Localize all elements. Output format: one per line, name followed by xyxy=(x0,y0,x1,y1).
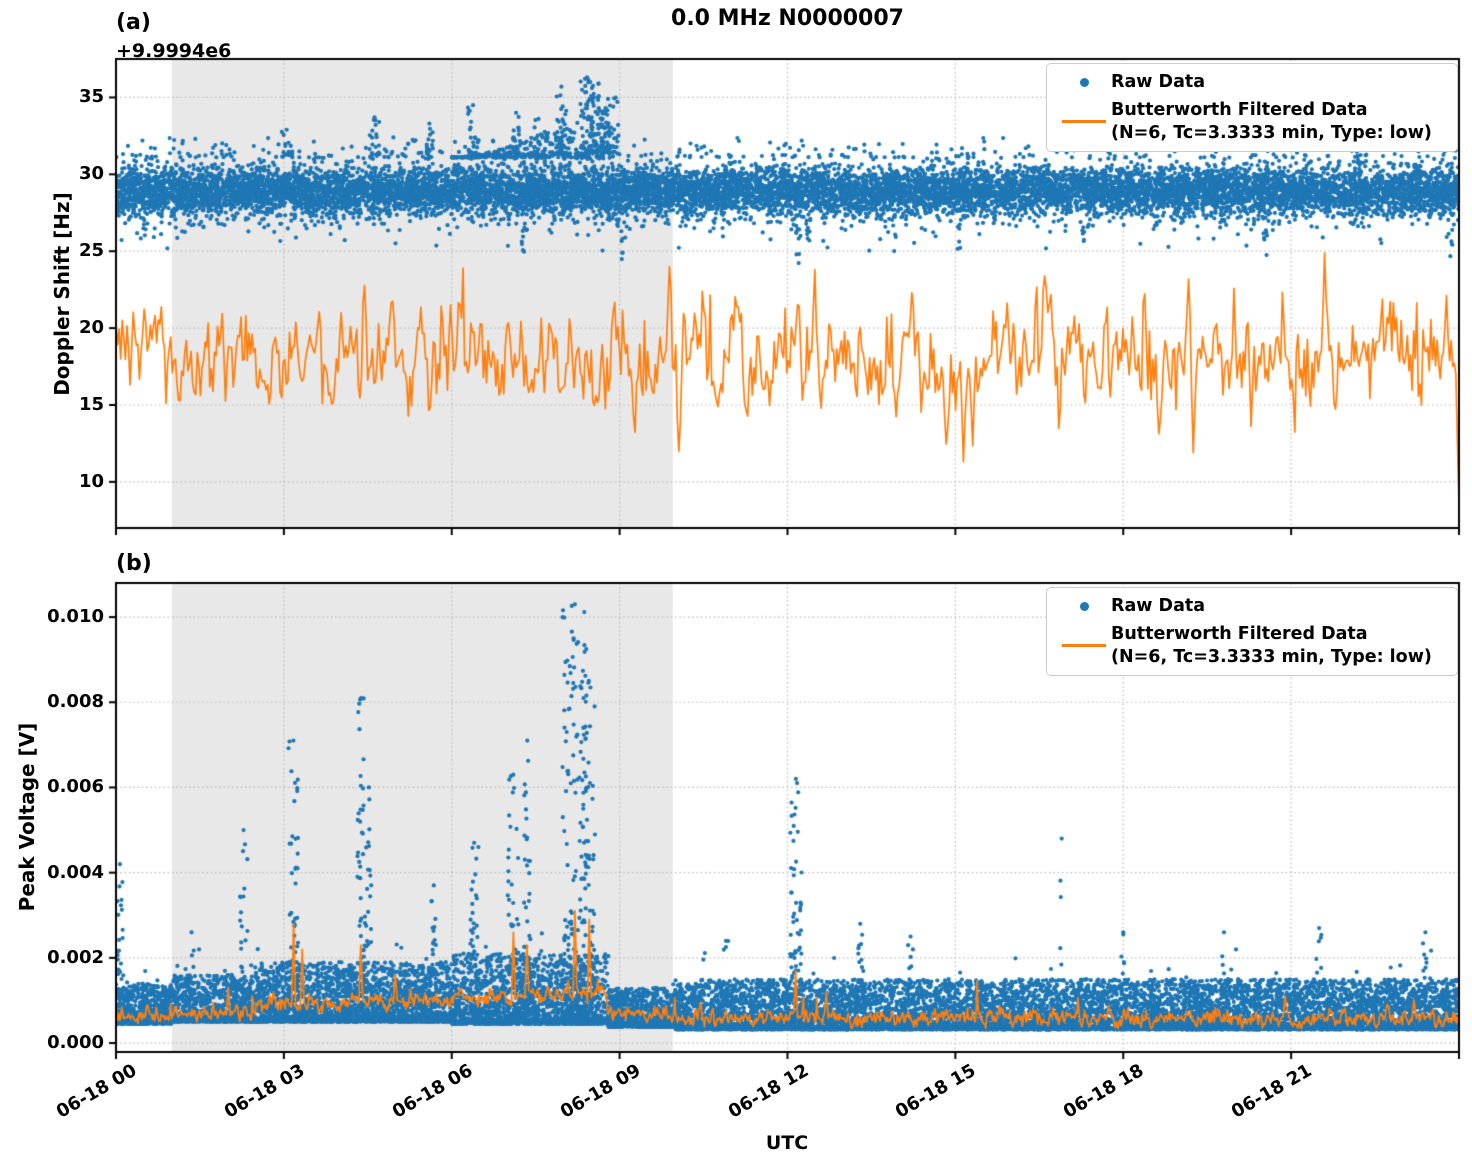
legend-filtered-label: Butterworth Filtered Data xyxy=(1111,624,1368,645)
panel-a-ytick-label: 30 xyxy=(78,163,104,185)
panel-a-ytick-label: 10 xyxy=(78,470,104,492)
legend-filtered-sublabel: (N=6, Tc=3.3333 min, Type: low) xyxy=(1111,646,1432,667)
legend-filtered-sublabel: (N=6, Tc=3.3333 min, Type: low) xyxy=(1111,122,1432,143)
legend-b: Raw Data Butterworth Filtered Data (N=6,… xyxy=(1046,587,1458,677)
filtered-data-marker-icon xyxy=(1062,644,1106,648)
legend-a: Raw Data Butterworth Filtered Data (N=6,… xyxy=(1046,63,1458,153)
panel-b-ytick-label: 0.010 xyxy=(47,606,104,628)
legend-raw-label: Raw Data xyxy=(1111,596,1206,616)
panel-a-label: (a) xyxy=(116,10,151,35)
legend-filtered-entry: Butterworth Filtered Data (N=6, Tc=3.333… xyxy=(1057,99,1447,144)
panel-a-ytick-label: 35 xyxy=(78,86,104,108)
legend-filtered-label: Butterworth Filtered Data xyxy=(1111,100,1368,121)
x-axis-label: UTC xyxy=(765,1132,809,1154)
raw-data-marker-icon xyxy=(1079,601,1089,611)
panel-b-ytick-label: 0.002 xyxy=(47,946,104,968)
panel-b-ytick-label: 0.004 xyxy=(47,861,104,883)
filtered-data-marker-icon xyxy=(1062,120,1106,124)
panel-b-ytick-label: 0.008 xyxy=(47,691,104,713)
legend-raw-label: Raw Data xyxy=(1111,72,1206,92)
panel-b-ytick-label: 0.000 xyxy=(47,1032,104,1054)
panel-b-ylabel: Peak Voltage [V] xyxy=(15,722,39,912)
legend-raw-entry: Raw Data xyxy=(1057,595,1447,617)
axis-offset-label: +9.9994e6 xyxy=(116,40,232,62)
legend-raw-entry: Raw Data xyxy=(1057,71,1447,93)
panel-b-ytick-label: 0.006 xyxy=(47,776,104,798)
panel-a-ytick-label: 15 xyxy=(78,393,104,415)
panel-a-ytick-label: 20 xyxy=(78,317,104,339)
panel-a-ylabel: Doppler Shift [Hz] xyxy=(50,192,74,396)
legend-filtered-entry: Butterworth Filtered Data (N=6, Tc=3.333… xyxy=(1057,623,1447,668)
panel-a-ytick-label: 25 xyxy=(78,240,104,262)
figure-title: 0.0 MHz N0000007 xyxy=(671,6,904,31)
raw-data-marker-icon xyxy=(1079,77,1089,87)
panel-b-label: (b) xyxy=(116,551,152,576)
